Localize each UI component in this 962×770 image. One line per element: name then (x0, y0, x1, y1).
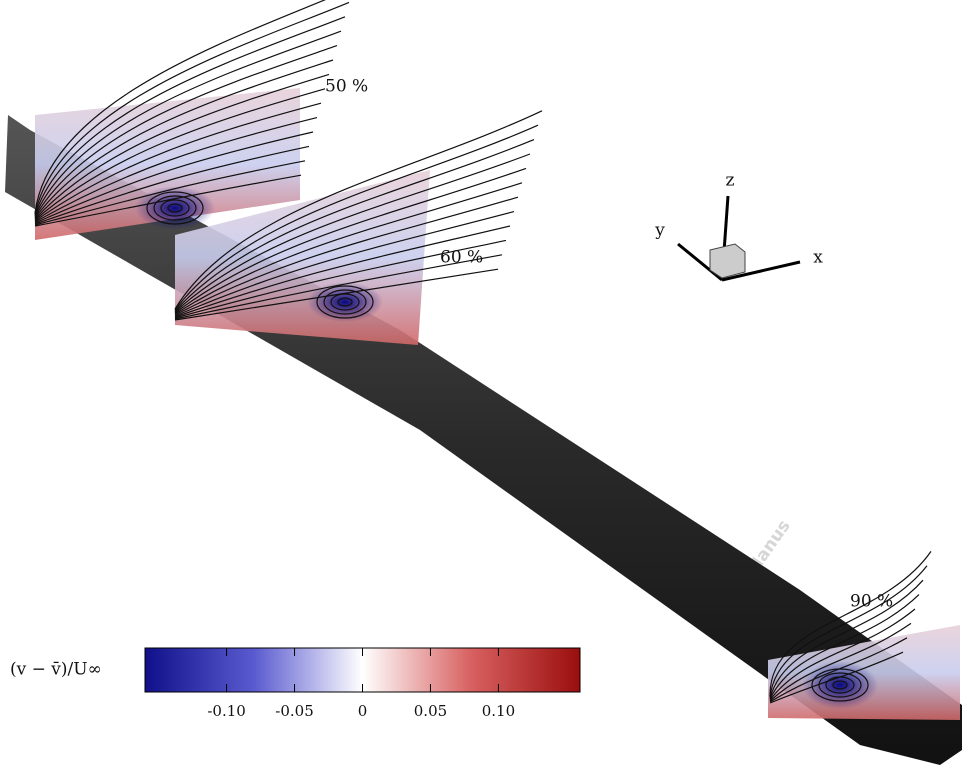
axis-label: x (813, 248, 823, 268)
slice-label: 60 % (440, 248, 483, 268)
colorbar: (v − v̄)/U∞ -0.10 -0.05 0 0.05 0.10 (10, 648, 580, 720)
cube (710, 244, 745, 278)
colorbar-tick-label: 0.05 (414, 702, 447, 720)
figure: ed Manus 50 % 60 % 90 % z y x (v − v̄)/U… (0, 0, 962, 770)
page: ed Manus 50 % 60 % 90 % z y x (v − v̄)/U… (0, 0, 962, 770)
colorbar-tick-label: -0.10 (207, 702, 245, 720)
axis-label: z (726, 171, 735, 191)
slice-label: 50 % (325, 77, 368, 97)
axis-label: y (654, 221, 665, 241)
axes-triad: z y x (654, 171, 823, 281)
colorbar-tick-label: 0 (358, 702, 368, 720)
vortex (307, 282, 383, 322)
colorbar-tick-label: -0.05 (275, 702, 313, 720)
colorbar-tick-label: 0.10 (482, 702, 515, 720)
colorbar-label: (v − v̄)/U∞ (10, 660, 102, 680)
slice-label: 90 % (850, 592, 893, 612)
